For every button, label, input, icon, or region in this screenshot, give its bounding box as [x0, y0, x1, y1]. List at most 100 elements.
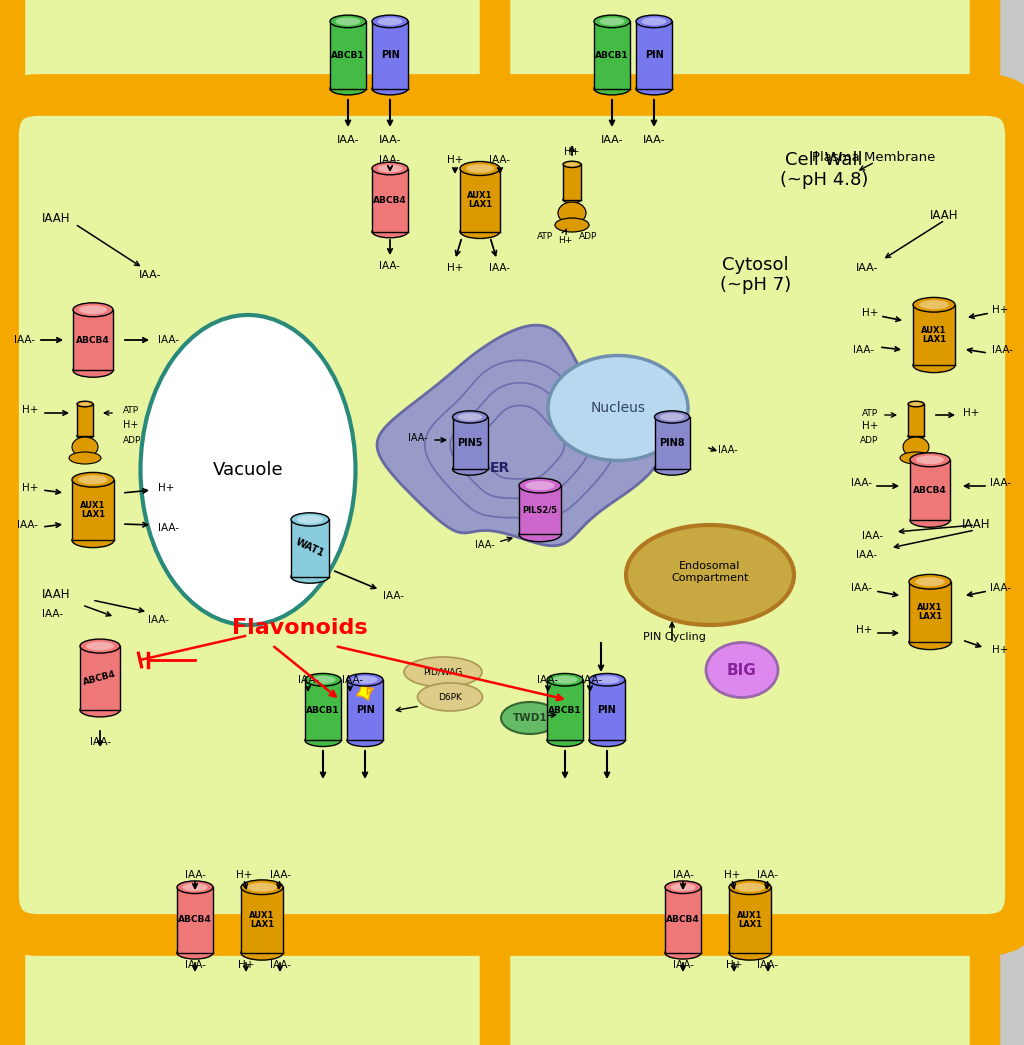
Ellipse shape: [72, 437, 98, 457]
Text: IAA-: IAA-: [673, 870, 693, 880]
Ellipse shape: [594, 83, 630, 95]
Text: IAAH: IAAH: [42, 211, 71, 225]
Text: H+: H+: [856, 625, 872, 635]
Text: IAA-: IAA-: [269, 960, 291, 970]
Text: ABCB1: ABCB1: [331, 50, 365, 60]
Ellipse shape: [548, 355, 688, 461]
Ellipse shape: [177, 947, 213, 959]
Ellipse shape: [458, 413, 482, 421]
Text: ER: ER: [489, 461, 510, 475]
Text: WAT1: WAT1: [294, 537, 326, 559]
Ellipse shape: [519, 479, 561, 493]
Ellipse shape: [305, 734, 341, 746]
Text: ADP: ADP: [859, 436, 878, 444]
Ellipse shape: [909, 635, 951, 650]
Text: ABCB1: ABCB1: [595, 50, 629, 60]
Ellipse shape: [352, 676, 378, 683]
Ellipse shape: [73, 303, 113, 317]
Text: IAA-: IAA-: [89, 737, 111, 747]
Ellipse shape: [729, 946, 771, 960]
Text: H+: H+: [861, 421, 878, 431]
Ellipse shape: [555, 218, 589, 232]
Text: IAA-: IAA-: [601, 135, 624, 145]
Ellipse shape: [563, 161, 581, 167]
Text: PIN Cycling: PIN Cycling: [643, 632, 706, 642]
Text: IAA-: IAA-: [718, 445, 737, 455]
Text: TWD1: TWD1: [513, 713, 547, 723]
Text: H+: H+: [558, 235, 572, 245]
Text: H+: H+: [992, 645, 1009, 655]
Ellipse shape: [372, 162, 408, 175]
Ellipse shape: [671, 883, 695, 891]
Text: H+: H+: [22, 405, 38, 415]
FancyBboxPatch shape: [908, 404, 924, 436]
Text: Cell Wall
(~pH 4.8): Cell Wall (~pH 4.8): [780, 150, 868, 189]
Ellipse shape: [589, 734, 625, 746]
FancyBboxPatch shape: [0, 95, 1024, 935]
Text: H+: H+: [123, 420, 138, 429]
Ellipse shape: [330, 83, 366, 95]
Text: IAA-: IAA-: [17, 520, 38, 530]
Text: PIN: PIN: [645, 50, 664, 60]
Text: IAAH: IAAH: [42, 587, 71, 601]
Ellipse shape: [565, 162, 579, 166]
FancyBboxPatch shape: [305, 679, 341, 740]
Text: IAA-: IAA-: [643, 135, 666, 145]
Text: PID/WAG: PID/WAG: [423, 668, 463, 676]
Ellipse shape: [654, 411, 689, 423]
Ellipse shape: [519, 527, 561, 541]
Ellipse shape: [909, 575, 951, 589]
Text: ADP: ADP: [579, 232, 597, 240]
Text: IAA-: IAA-: [673, 960, 693, 970]
Ellipse shape: [248, 883, 276, 891]
Ellipse shape: [594, 676, 620, 683]
Text: ABCB1: ABCB1: [548, 705, 582, 715]
Ellipse shape: [291, 570, 329, 583]
Ellipse shape: [80, 703, 120, 717]
Text: H+: H+: [446, 263, 463, 273]
Ellipse shape: [563, 196, 581, 203]
Ellipse shape: [636, 83, 672, 95]
Ellipse shape: [916, 456, 944, 464]
Ellipse shape: [241, 946, 283, 960]
Ellipse shape: [729, 880, 771, 895]
Text: AUX1
LAX1: AUX1 LAX1: [80, 501, 105, 519]
Text: IAA-: IAA-: [380, 155, 400, 165]
Ellipse shape: [330, 15, 366, 28]
FancyBboxPatch shape: [547, 679, 583, 740]
Text: H+: H+: [236, 870, 252, 880]
Text: ATP: ATP: [862, 409, 878, 418]
Ellipse shape: [453, 463, 487, 475]
Text: Cytosol
(~pH 7): Cytosol (~pH 7): [720, 256, 792, 295]
Ellipse shape: [372, 226, 408, 238]
Text: Nucleus: Nucleus: [591, 401, 645, 415]
FancyBboxPatch shape: [453, 417, 487, 469]
Text: IAA-: IAA-: [758, 870, 778, 880]
Ellipse shape: [347, 673, 383, 687]
Text: H+: H+: [22, 483, 38, 493]
Text: IAA-: IAA-: [856, 550, 877, 560]
Ellipse shape: [177, 881, 213, 893]
Ellipse shape: [547, 734, 583, 746]
FancyBboxPatch shape: [594, 21, 630, 89]
Polygon shape: [377, 325, 663, 545]
Ellipse shape: [80, 640, 120, 653]
Text: BIG: BIG: [727, 663, 757, 677]
Text: PIN: PIN: [598, 705, 616, 715]
FancyBboxPatch shape: [347, 679, 383, 740]
Text: IAA-: IAA-: [158, 335, 179, 345]
Ellipse shape: [641, 18, 667, 25]
Text: IAA-: IAA-: [489, 263, 511, 273]
Text: Flavonoids: Flavonoids: [232, 618, 368, 638]
Ellipse shape: [913, 298, 955, 312]
Text: H+: H+: [724, 870, 740, 880]
FancyBboxPatch shape: [80, 646, 120, 710]
Text: ATP: ATP: [123, 405, 139, 415]
FancyBboxPatch shape: [10, 840, 500, 1045]
Text: H+: H+: [564, 147, 580, 157]
Ellipse shape: [910, 402, 922, 405]
Text: IAA-: IAA-: [992, 345, 1013, 355]
Ellipse shape: [900, 452, 932, 464]
Ellipse shape: [372, 83, 408, 95]
FancyBboxPatch shape: [519, 486, 561, 534]
